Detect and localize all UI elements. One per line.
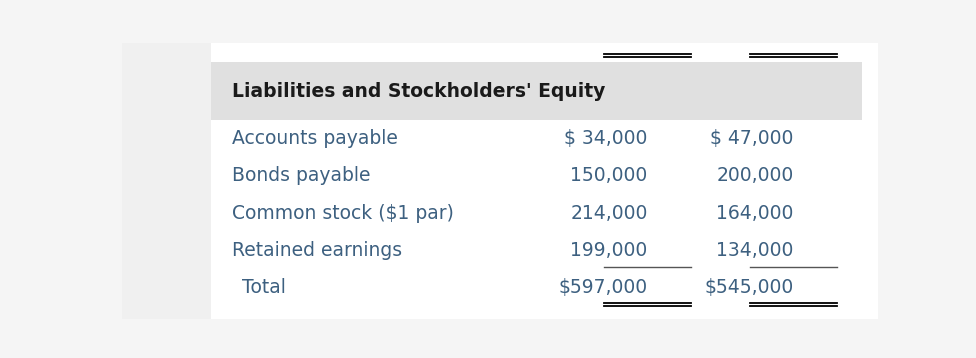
Text: 164,000: 164,000 <box>716 204 793 223</box>
Text: Liabilities and Stockholders' Equity: Liabilities and Stockholders' Equity <box>231 82 605 101</box>
Bar <box>211 43 878 319</box>
Text: Accounts payable: Accounts payable <box>231 129 397 148</box>
Text: 199,000: 199,000 <box>570 241 648 260</box>
Text: Common stock ($1 par): Common stock ($1 par) <box>231 204 454 223</box>
Text: $597,000: $597,000 <box>558 278 648 297</box>
Text: 200,000: 200,000 <box>716 166 793 185</box>
Text: $545,000: $545,000 <box>705 278 793 297</box>
Text: 214,000: 214,000 <box>570 204 648 223</box>
Text: 150,000: 150,000 <box>570 166 648 185</box>
Text: $ 34,000: $ 34,000 <box>564 129 648 148</box>
Text: 134,000: 134,000 <box>716 241 793 260</box>
Bar <box>122 43 211 319</box>
Text: Retained earnings: Retained earnings <box>231 241 402 260</box>
Text: $ 47,000: $ 47,000 <box>711 129 793 148</box>
Text: Bonds payable: Bonds payable <box>231 166 370 185</box>
Bar <box>211 62 862 120</box>
Text: Total: Total <box>241 278 285 297</box>
